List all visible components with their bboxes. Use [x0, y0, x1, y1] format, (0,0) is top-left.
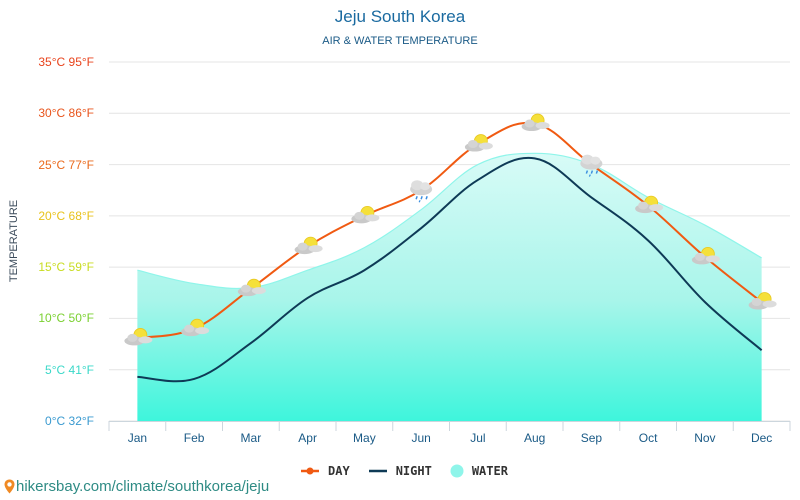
x-tick-label: Mar — [240, 431, 262, 445]
x-tick-label: Feb — [183, 431, 205, 445]
legend-label-day: DAY — [328, 464, 350, 478]
water-swatch-icon — [450, 464, 464, 478]
legend-item-day[interactable]: DAY — [300, 464, 350, 478]
chart-plot — [108, 61, 791, 431]
y-tick-label: 0°C 32°F — [45, 414, 94, 428]
x-tick-label: Oct — [638, 431, 658, 445]
x-tick-label: Aug — [523, 431, 546, 445]
source-url: hikersbay.com/climate/southkorea/jeju — [16, 478, 270, 495]
chart-subtitle: AIR & WATER TEMPERATURE — [322, 35, 478, 47]
x-tick-label: Sep — [580, 431, 603, 445]
x-tick-label: Jun — [411, 431, 431, 445]
y-tick-label: 15°C 59°F — [38, 260, 94, 275]
x-tick-label: May — [353, 431, 376, 445]
legend-item-night[interactable]: NIGHT — [368, 464, 432, 478]
map-pin-icon — [4, 479, 15, 494]
water-area — [137, 153, 762, 421]
legend-item-water[interactable]: WATER — [450, 464, 508, 478]
y-tick-label: 10°C 50°F — [38, 311, 94, 326]
night-swatch-icon — [368, 469, 387, 473]
x-tick-label: Jan — [127, 431, 148, 445]
source-link[interactable]: hikersbay.com/climate/southkorea/jeju — [4, 478, 269, 495]
legend-label-water: WATER — [471, 464, 508, 478]
x-tick-label: Jul — [470, 431, 486, 445]
chart-title: Jeju South Korea — [334, 7, 466, 26]
legend-label-night: NIGHT — [395, 464, 432, 478]
x-tick-label: Nov — [694, 431, 716, 445]
y-tick-label: 35°C 95°F — [38, 55, 94, 69]
y-tick-label: 30°C 86°F — [38, 106, 94, 121]
day-swatch-icon — [301, 467, 319, 475]
y-tick-label: 20°C 68°F — [38, 208, 94, 223]
y-tick-label: 25°C 77°F — [38, 157, 94, 172]
night-line — [137, 156, 763, 383]
partly-cloudy-icon — [521, 113, 551, 132]
y-tick-label: 5°C 41°F — [45, 362, 94, 377]
x-tick-label: Apr — [298, 431, 317, 445]
x-tick-label: Dec — [750, 431, 773, 445]
partly-cloudy-icon — [350, 205, 380, 224]
legend: DAY NIGHT WATER — [300, 464, 526, 478]
